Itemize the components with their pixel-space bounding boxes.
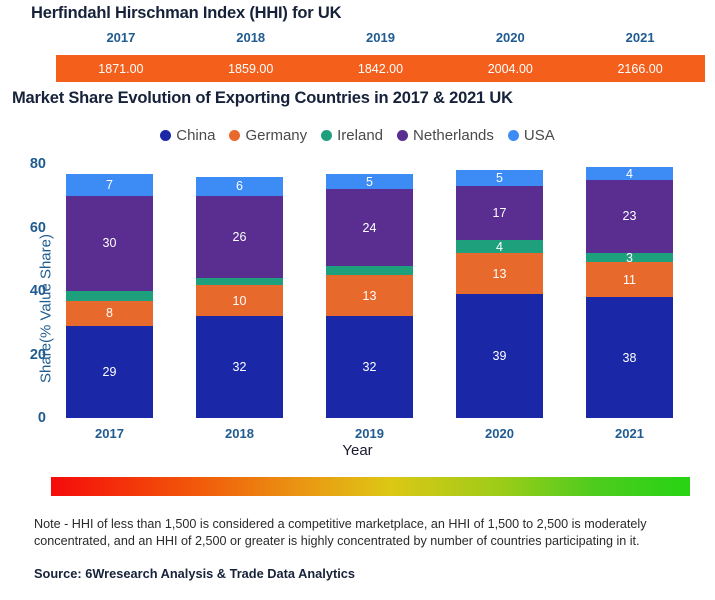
legend-item-netherlands[interactable]: Netherlands xyxy=(397,127,494,144)
source-text: Source: 6Wresearch Analysis & Trade Data… xyxy=(34,566,356,581)
bar-segment-china[interactable]: 32 xyxy=(326,316,413,418)
stacked-bar-2021[interactable]: 38 11 3 23 4 xyxy=(586,167,673,418)
legend-item-china[interactable]: China xyxy=(160,127,215,144)
legend-item-label: Germany xyxy=(245,126,308,144)
hhi-value: 1842.00 xyxy=(357,61,404,76)
y-axis-tick-label: 20 xyxy=(29,346,46,363)
stacked-bar-chart: Share(% Value Share) 0 20 40 60 80 29 8 30 7 201… xyxy=(0,150,715,455)
x-axis-tick-label: 2020 xyxy=(485,426,514,441)
hhi-value: 2004.00 xyxy=(487,61,533,76)
legend-item-label: USA xyxy=(523,126,555,144)
stacked-bar-2018[interactable]: 32 10 26 6 xyxy=(196,176,283,418)
bar-segment-usa[interactable]: 6 xyxy=(196,176,283,196)
bar-segment-value: 24 xyxy=(362,220,377,235)
bar-segment-germany[interactable]: 10 xyxy=(196,284,283,317)
bar-segment-ireland[interactable] xyxy=(326,265,413,276)
hhi-year-label: 2020 xyxy=(495,30,525,45)
bar-segment-usa[interactable]: 4 xyxy=(586,166,673,181)
legend-item-ireland[interactable]: Ireland xyxy=(321,127,383,144)
y-axis-tick-label: 40 xyxy=(29,283,46,299)
bar-segment-value: 30 xyxy=(102,236,117,251)
bar-segment-usa[interactable]: 5 xyxy=(326,173,413,190)
y-axis-tick-label: 0 xyxy=(37,410,46,426)
hhi-gradient-scale xyxy=(51,477,690,496)
legend-swatch-icon xyxy=(507,129,519,141)
bar-segment-netherlands[interactable]: 17 xyxy=(456,186,543,241)
bar-segment-value: 13 xyxy=(492,266,507,281)
legend-item-label: Ireland xyxy=(337,126,384,144)
bar-segment-netherlands[interactable]: 26 xyxy=(196,195,283,279)
hhi-value: 2166.00 xyxy=(617,61,663,76)
stacked-bar-2020[interactable]: 39 13 4 17 5 xyxy=(456,170,543,418)
bar-segment-value: 3 xyxy=(626,250,633,265)
bar-segment-value: 7 xyxy=(106,177,113,192)
legend-swatch-icon xyxy=(160,129,172,141)
bar-segment-value: 5 xyxy=(496,171,503,186)
bar-segment-netherlands[interactable]: 23 xyxy=(586,179,673,253)
bar-segment-value: 38 xyxy=(622,350,637,365)
bar-segment-value: 32 xyxy=(232,360,247,375)
bar-segment-value: 13 xyxy=(362,288,377,303)
bar-segment-ireland[interactable]: 3 xyxy=(586,250,673,265)
bar-segment-value: 4 xyxy=(496,239,503,254)
hhi-year-label: 2019 xyxy=(366,30,395,45)
bar-segment-value: 39 xyxy=(492,349,507,364)
hhi-year-label: 2021 xyxy=(625,30,655,45)
bar-segment-value: 32 xyxy=(362,360,377,375)
x-axis-tick-label: 2021 xyxy=(615,426,644,441)
bar-segment-value: 11 xyxy=(623,272,636,287)
legend-swatch-icon xyxy=(397,129,409,141)
hhi-value: 1871.00 xyxy=(98,61,144,76)
x-axis-label: Year xyxy=(342,442,373,459)
bar-segment-ireland[interactable] xyxy=(196,278,283,285)
bar-segment-value: 17 xyxy=(492,206,507,221)
bars-container: 29 8 30 7 2017 32 10 26 6 2018 32 13 24 5 2019 39 13 4 17 5… xyxy=(57,150,707,455)
bar-segment-germany[interactable]: 8 xyxy=(66,300,153,326)
hhi-year-label: 2017 xyxy=(106,30,136,45)
legend-item-usa[interactable]: USA xyxy=(507,126,555,144)
bar-segment-germany[interactable]: 13 xyxy=(326,275,413,317)
y-axis-tick-label: 80 xyxy=(29,156,46,172)
x-axis-tick-label: 2018 xyxy=(225,426,254,441)
bar-segment-usa[interactable]: 7 xyxy=(66,173,153,196)
legend-swatch-icon xyxy=(229,129,241,141)
bar-segment-value: 8 xyxy=(106,306,113,321)
x-axis-tick-label: 2017 xyxy=(95,426,124,441)
bar-segment-value: 23 xyxy=(622,209,637,224)
hhi-year-header-row: 2017 2018 2019 2020 2021 xyxy=(56,30,705,50)
hhi-title: Herfindahl Hirschman Index (HHI) for UK xyxy=(31,4,342,22)
bar-segment-value: 4 xyxy=(626,166,633,181)
bar-segment-germany[interactable]: 13 xyxy=(456,252,543,295)
bar-segment-netherlands[interactable]: 30 xyxy=(66,195,153,292)
y-axis-ticks: 0 20 40 60 80 xyxy=(8,150,46,455)
legend-swatch-icon xyxy=(321,129,333,141)
bar-segment-ireland[interactable] xyxy=(66,291,153,301)
y-axis-tick-label: 60 xyxy=(29,219,46,236)
hhi-year-label: 2018 xyxy=(236,30,266,45)
bar-segment-ireland[interactable]: 4 xyxy=(456,239,543,254)
hhi-value: 1859.00 xyxy=(228,61,274,76)
legend-item-label: China xyxy=(176,126,216,144)
bar-segment-value: 29 xyxy=(102,364,117,379)
bar-segment-china[interactable]: 39 xyxy=(456,294,543,418)
bar-segment-china[interactable]: 29 xyxy=(66,325,153,418)
hhi-value-bar: 1871.00 1859.00 1842.00 2004.00 2166.00 xyxy=(56,55,705,82)
stacked-bar-2019[interactable]: 32 13 24 5 xyxy=(326,173,413,418)
bar-segment-value: 5 xyxy=(366,174,373,189)
bar-segment-germany[interactable]: 11 xyxy=(586,262,673,298)
note-text: Note - HHI of less than 1,500 is conside… xyxy=(34,517,647,548)
x-axis-tick-label: 2019 xyxy=(355,426,384,441)
bar-segment-value: 6 xyxy=(236,179,243,194)
bar-segment-usa[interactable]: 5 xyxy=(456,170,543,187)
chart-title: Market Share Evolution of Exporting Coun… xyxy=(12,89,513,107)
legend-item-germany[interactable]: Germany xyxy=(229,127,307,144)
stacked-bar-2017[interactable]: 29 8 30 7 xyxy=(66,173,153,418)
bar-segment-china[interactable]: 32 xyxy=(196,316,283,418)
bar-segment-netherlands[interactable]: 24 xyxy=(326,189,413,266)
legend-item-label: Netherlands xyxy=(413,126,494,144)
chart-legend: China Germany Ireland Netherlands USA xyxy=(0,124,715,146)
bar-segment-value: 10 xyxy=(232,293,247,308)
bar-segment-china[interactable]: 38 xyxy=(586,297,673,418)
bar-segment-value: 26 xyxy=(232,230,247,245)
